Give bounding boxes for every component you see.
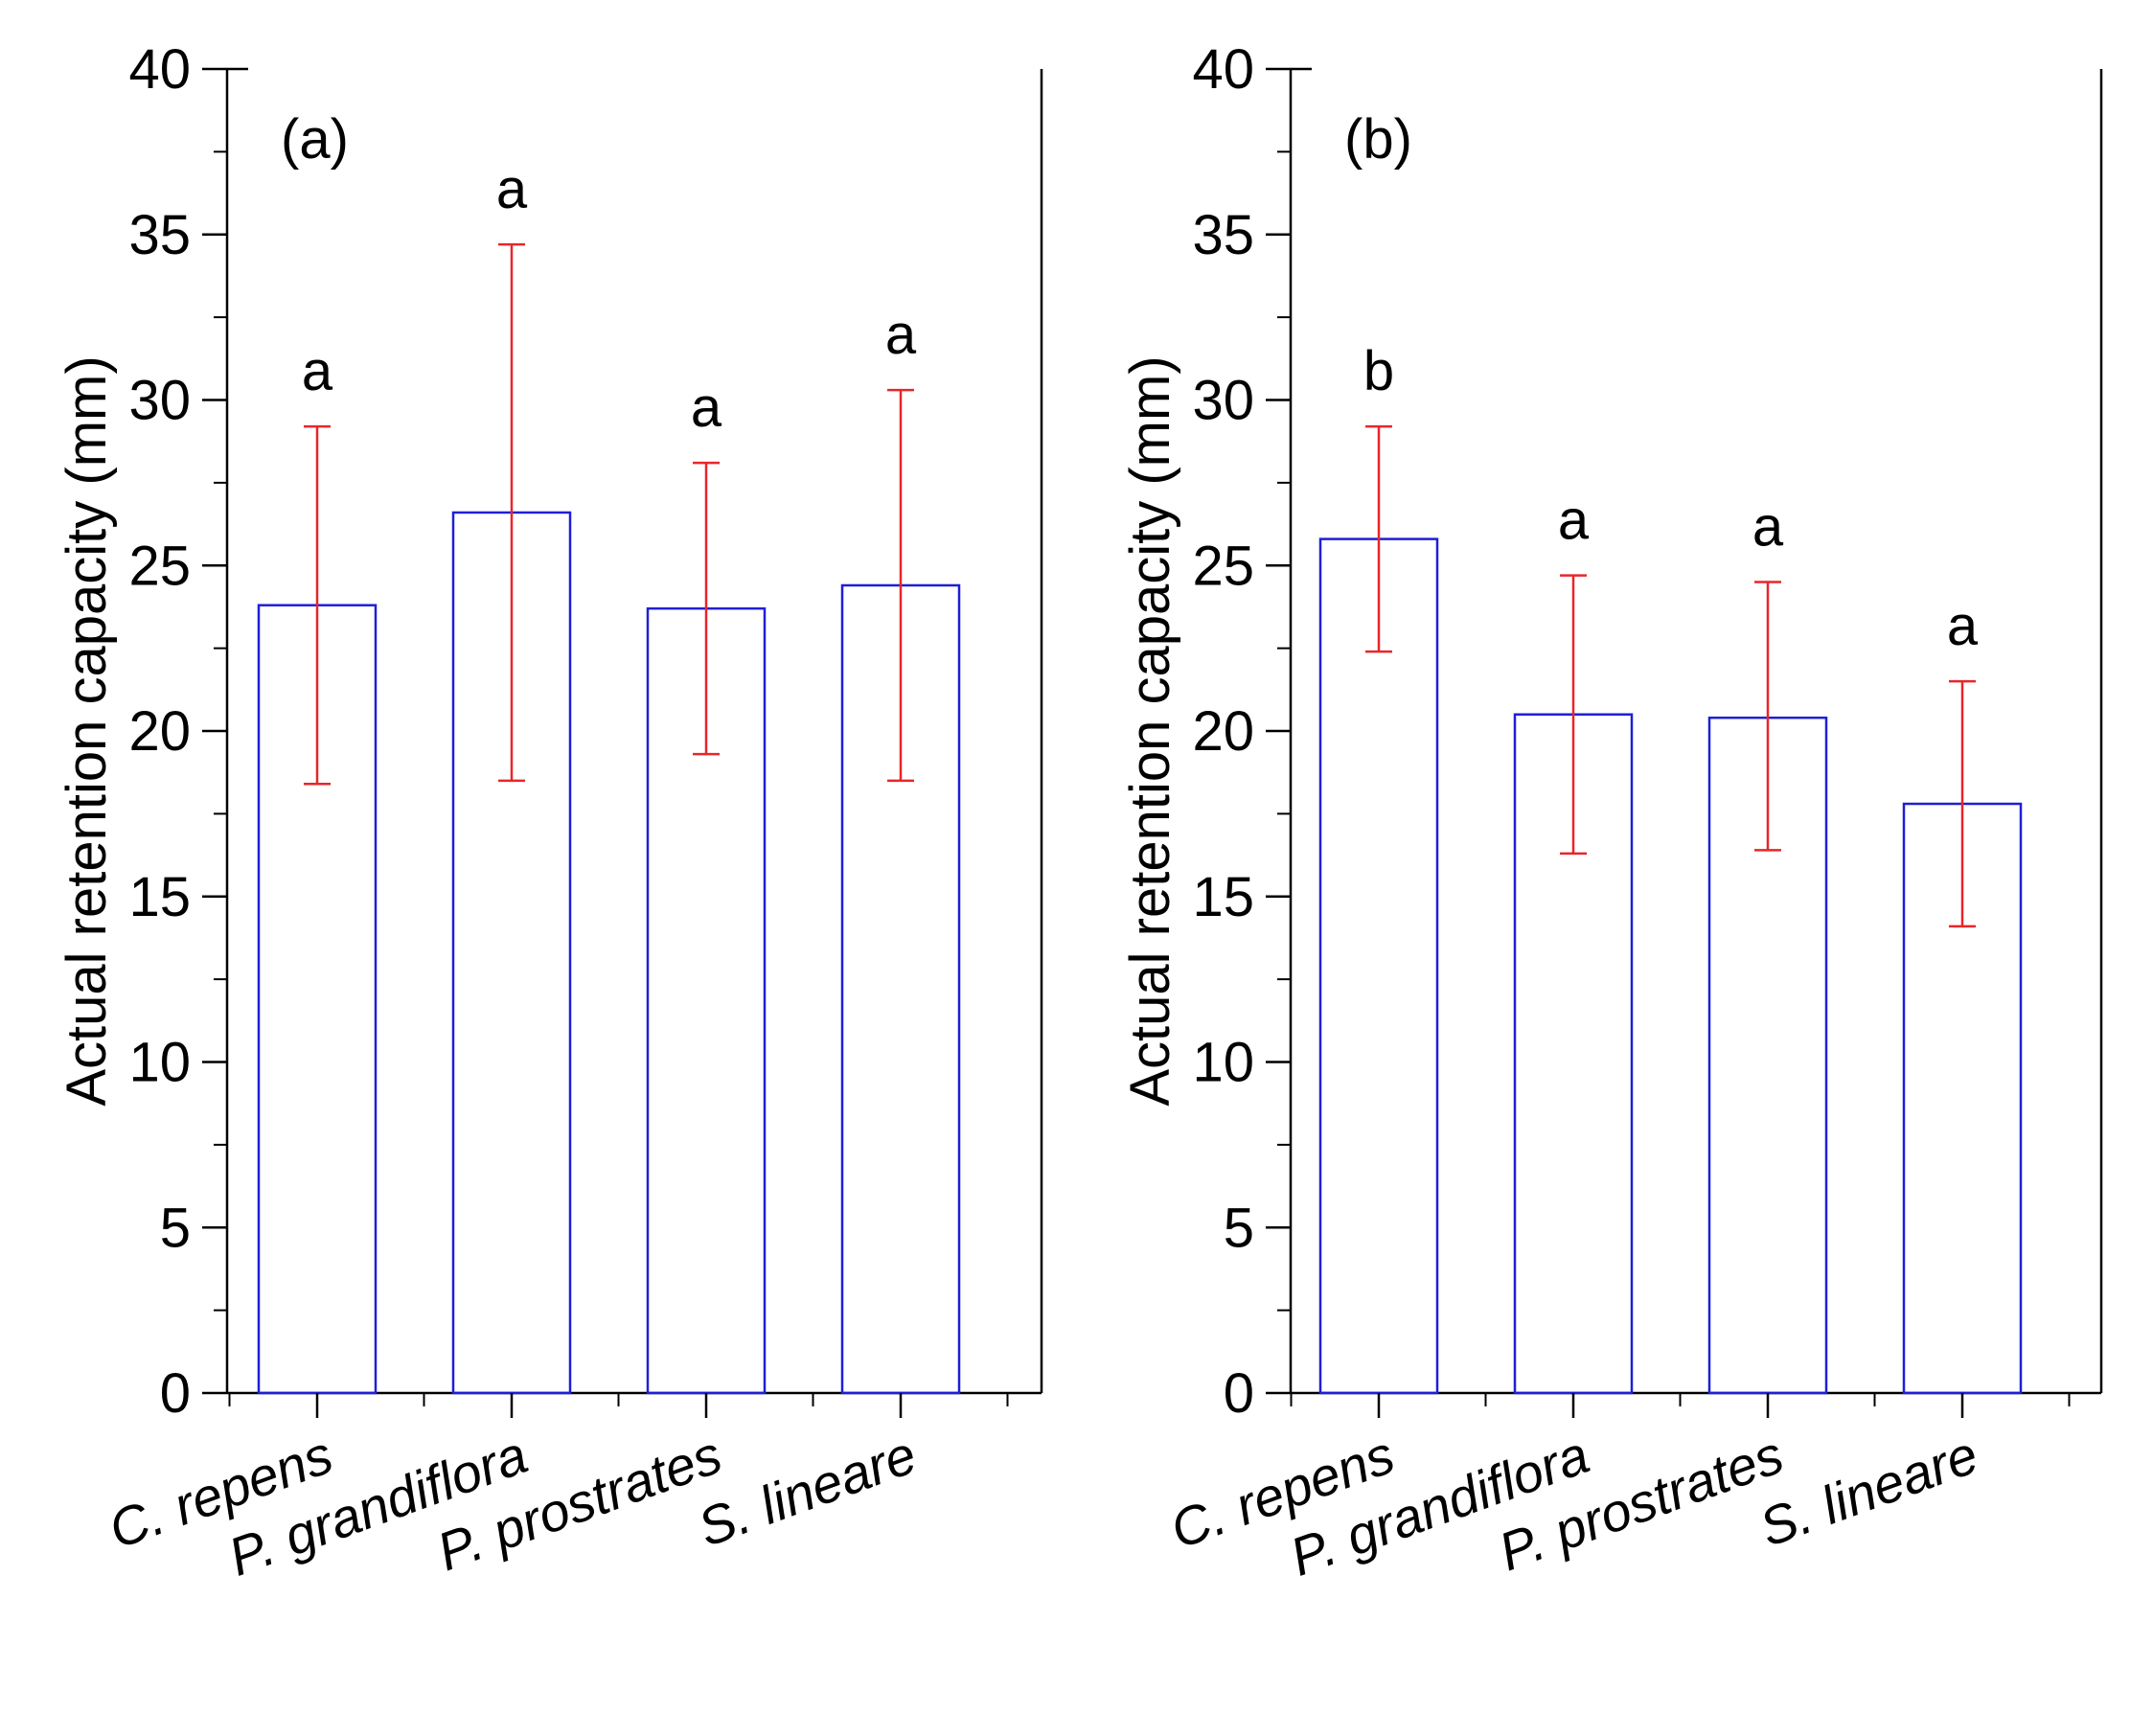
panel-b: 0 5 10 15 20 25 30 35 40 Actual retention capacit… (1119, 38, 2103, 1588)
significance-letter: a (691, 377, 722, 439)
y-tick-label: 35 (128, 204, 191, 266)
y-tick-label: 15 (128, 866, 191, 928)
y-tick-label: 0 (160, 1362, 191, 1425)
y-axis-title: Actual retention capacity (mm) (56, 355, 118, 1106)
bar (1318, 537, 1439, 1395)
y-tick-label: 30 (128, 370, 191, 432)
significance-letter: a (496, 158, 528, 220)
y-tick-label: 35 (1192, 204, 1254, 266)
significance-letter: a (885, 304, 917, 366)
panel-a: 0 5 10 15 20 25 30 35 40 Actual retention capacit… (56, 38, 1043, 1588)
significance-letter: a (1947, 595, 1979, 657)
y-tick-label: 25 (1192, 535, 1254, 597)
significance-letter: a (1752, 496, 1784, 559)
category-label: S. lineare (690, 1424, 924, 1558)
y-tick-label: 20 (1192, 700, 1254, 763)
y-axis-title: Actual retention capacity (mm) (1119, 355, 1181, 1106)
y-tick-label: 5 (1224, 1197, 1254, 1259)
y-tick-label: 15 (1192, 866, 1254, 928)
y-tick-label: 40 (128, 38, 191, 101)
panel-label: (b) (1344, 108, 1412, 171)
y-tick-label: 0 (1224, 1362, 1254, 1425)
y-tick-label: 5 (160, 1197, 191, 1259)
y-tick-label: 20 (128, 700, 191, 763)
y-tick-label: 40 (1192, 38, 1254, 101)
significance-letter: b (1363, 340, 1394, 402)
y-tick-label: 10 (1192, 1032, 1254, 1094)
y-tick-label: 10 (128, 1032, 191, 1094)
category-label: S. lineare (1752, 1424, 1985, 1558)
significance-letter: a (302, 340, 333, 402)
panel-label: (a) (281, 108, 349, 171)
significance-letter: a (1558, 490, 1590, 552)
y-tick-label: 30 (1192, 370, 1254, 432)
y-tick-label: 25 (128, 535, 191, 597)
